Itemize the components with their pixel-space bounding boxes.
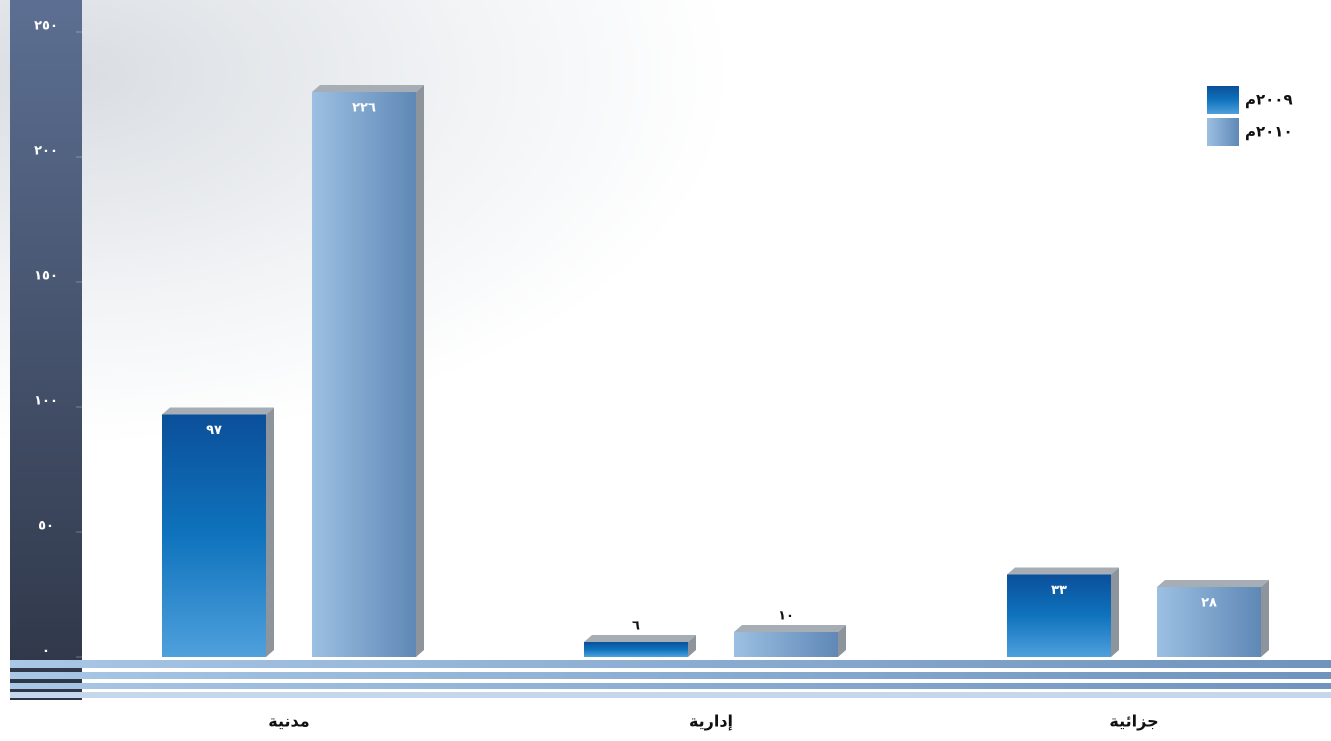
bar [312, 92, 416, 657]
bar [584, 642, 688, 657]
bar-side [416, 85, 424, 657]
legend-swatch [1207, 86, 1239, 114]
y-tick-label: ١٠٠ [34, 394, 58, 409]
legend-label: ٢٠٠٩م [1245, 91, 1293, 109]
bar-side [1111, 567, 1119, 657]
bar-side [688, 635, 696, 657]
legend-label: ٢٠١٠م [1245, 123, 1293, 141]
bar-top [312, 85, 424, 92]
bar-side [1261, 580, 1269, 657]
y-tick-label: ٢٥٠ [34, 19, 58, 34]
bar-top [1157, 580, 1269, 587]
bar-top [584, 635, 696, 642]
axis-strip [10, 0, 82, 700]
y-tick-label: ١٥٠ [34, 269, 58, 284]
value-label: ٦ [632, 619, 640, 634]
bar [1157, 587, 1261, 657]
value-label: ١٠ [778, 609, 794, 624]
bar-side [838, 625, 846, 657]
x-tick-label: إدارية [689, 712, 733, 731]
bar-top [734, 625, 846, 632]
y-tick-label: ٢٠٠ [34, 144, 58, 159]
value-label: ٢٨ [1201, 596, 1217, 611]
value-label: ٣٣ [1051, 583, 1067, 598]
bar [1007, 574, 1111, 657]
y-tick-label: ٠ [42, 644, 50, 659]
legend-swatch [1207, 118, 1239, 146]
value-label: ٢٢٦ [352, 101, 376, 116]
bar-side [266, 407, 274, 657]
bar [162, 414, 266, 657]
bar-top [162, 407, 274, 415]
x-tick-label: مدنية [268, 712, 309, 731]
bar-top [1007, 567, 1119, 575]
x-tick-label: جزائية [1109, 712, 1158, 731]
value-label: ٩٧ [206, 423, 222, 438]
bar [734, 632, 838, 657]
y-tick-label: ٥٠ [38, 519, 54, 534]
floor [10, 660, 1331, 698]
